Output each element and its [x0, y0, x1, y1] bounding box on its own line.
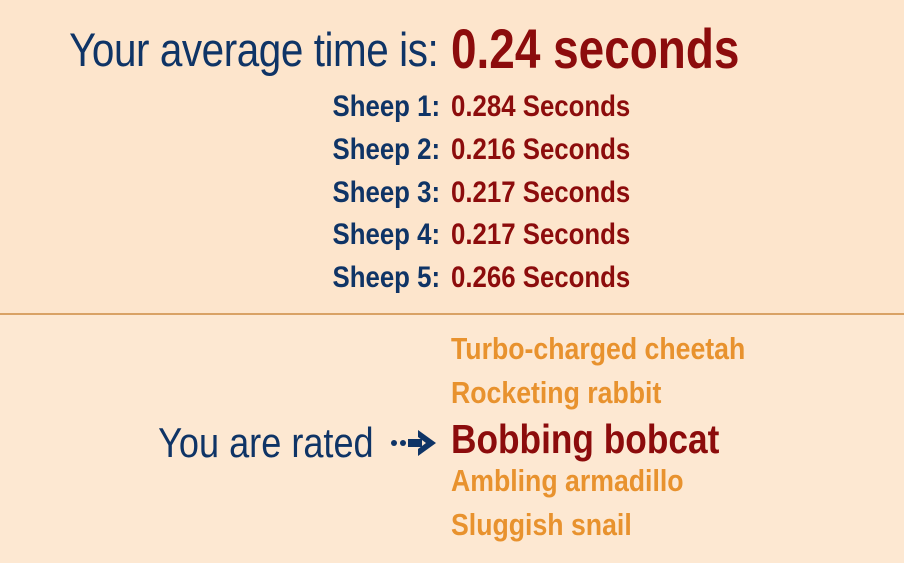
sheep-time-value: 0.216 Seconds [451, 132, 631, 166]
sheep-time-value: 0.266 Seconds [451, 261, 631, 294]
rating-level: Ambling armadillo [451, 463, 684, 498]
arrow-right-icon [391, 430, 436, 456]
average-time-value: 0.24 seconds [451, 17, 740, 80]
sheep-time-value: 0.217 Seconds [451, 218, 631, 252]
rating-panel: You are rated Turbo-charged cheetah Rock… [0, 315, 904, 563]
sheep-label: Sheep 3: [332, 175, 440, 209]
average-time-row: Your average time is: 0.24 seconds [0, 14, 904, 80]
rating-level: Sluggish snail [451, 507, 632, 542]
rating-level: Turbo-charged cheetah [451, 331, 746, 366]
section-divider [0, 313, 904, 315]
sheep-time-row: Sheep 5: 0.266 Seconds [0, 257, 904, 300]
rated-label: You are rated [158, 419, 374, 466]
sheep-label: Sheep 1: [332, 90, 440, 123]
rating-level: Rocketing rabbit [451, 375, 662, 410]
sheep-label: Sheep 5: [332, 261, 440, 294]
sheep-time-value: 0.284 Seconds [451, 90, 631, 123]
sheep-time-value: 0.217 Seconds [451, 175, 631, 209]
sheep-label: Sheep 4: [332, 218, 440, 252]
sheep-time-row: Sheep 3: 0.217 Seconds [0, 172, 904, 215]
results-panel: Your average time is: 0.24 seconds Sheep… [0, 14, 904, 300]
rating-level-current: Bobbing bobcat [451, 416, 720, 462]
rating-scale: Turbo-charged cheetah Rocketing rabbit B… [451, 329, 793, 549]
sheep-time-row: Sheep 2: 0.216 Seconds [0, 129, 904, 172]
sheep-label: Sheep 2: [332, 132, 440, 166]
average-time-label: Your average time is: [68, 23, 439, 76]
sheep-time-row: Sheep 4: 0.217 Seconds [0, 214, 904, 257]
sheep-times-list: Sheep 1: 0.284 Seconds Sheep 2: 0.216 Se… [0, 86, 904, 300]
sheep-time-row: Sheep 1: 0.284 Seconds [0, 86, 904, 129]
